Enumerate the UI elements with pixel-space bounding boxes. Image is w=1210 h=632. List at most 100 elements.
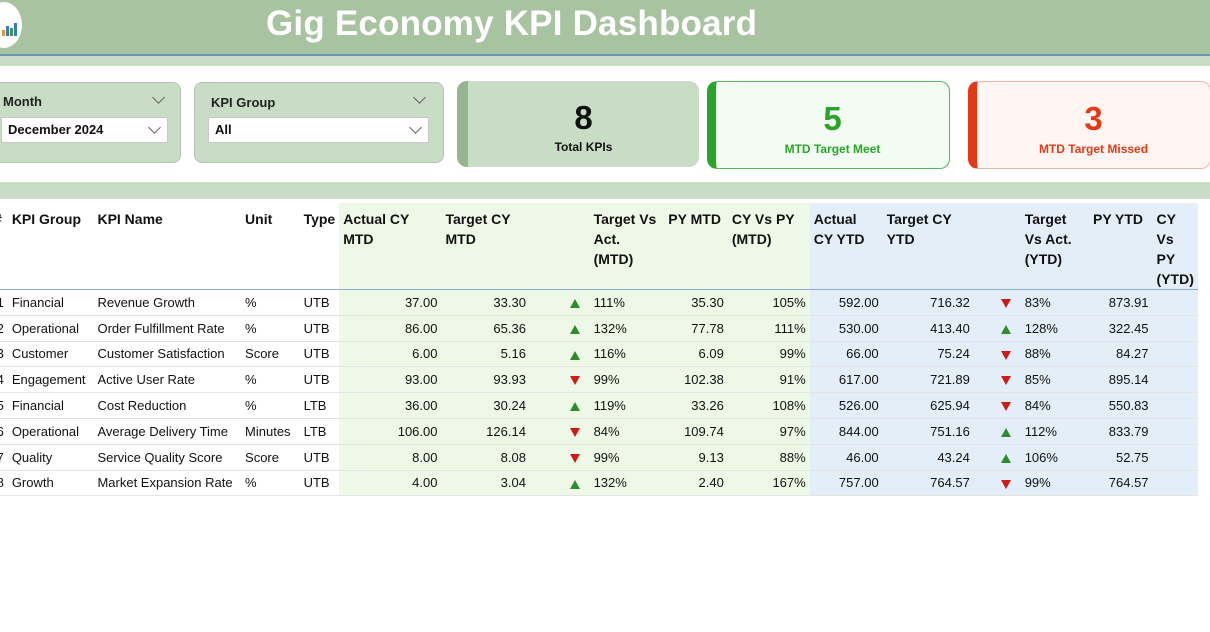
ytd-indicator (973, 418, 1021, 445)
cy-vs-py-ytd-cell (1152, 341, 1198, 368)
col-header-kpi-group[interactable]: KPI Group (7, 203, 94, 290)
arrow-up-icon (1000, 427, 1011, 437)
col-header-kpi-name[interactable]: KPI Name (93, 203, 242, 290)
mtd-target-meet-value: 5 (823, 100, 842, 137)
ytd-indicator (973, 289, 1021, 316)
col-header-actual-cy-ytd[interactable]: Actual CY YTD (809, 203, 883, 290)
target-cy-ytd-cell: 751.16 (882, 418, 974, 445)
arrow-down-icon (569, 427, 580, 437)
col-header-cy-vs-py-ytd[interactable]: CY Vs PY (YTD) (1152, 203, 1198, 290)
col-header-target-vs-act-mtd[interactable]: Target Vs Act. (MTD) (589, 203, 665, 290)
month-dropdown-value: December 2024 (8, 122, 104, 137)
mtd-indicator (529, 289, 590, 316)
mtd-target-meet-card: 5 MTD Target Meet (707, 81, 950, 169)
mtd-indicator (529, 392, 590, 419)
kpi-name-cell: Active User Rate (93, 366, 242, 394)
kpi-name-cell: Service Quality Score (93, 444, 242, 471)
table-row[interactable]: 7QualityService Quality ScoreScoreUTB8.0… (0, 444, 1198, 471)
kpi-group-cell: Operational (7, 315, 94, 342)
row-number: 6 (0, 418, 8, 445)
kpi-group-cell: Operational (7, 418, 94, 445)
arrow-up-icon (569, 298, 580, 308)
actual-cy-mtd-cell: 8.00 (339, 444, 442, 471)
target-vs-act-mtd-cell: 132% (589, 470, 665, 497)
py-mtd-cell: 33.26 (664, 392, 728, 419)
table-row[interactable]: 3CustomerCustomer SatisfactionScoreUTB6.… (0, 341, 1198, 368)
logo-icon (0, 2, 22, 48)
col-header-number[interactable]: # (0, 203, 8, 290)
table-row[interactable]: 4EngagementActive User Rate%UTB93.0093.9… (0, 366, 1198, 394)
arrow-down-icon (1000, 350, 1011, 360)
arrow-up-icon (1000, 453, 1011, 463)
cy-vs-py-mtd-cell: 91% (727, 366, 810, 394)
kpi-group-dropdown[interactable]: All (208, 117, 429, 143)
cy-vs-py-mtd-cell: 99% (727, 341, 810, 368)
total-kpis-value: 8 (574, 99, 593, 136)
cy-vs-py-mtd-cell: 108% (727, 392, 810, 419)
ytd-indicator (973, 315, 1021, 342)
unit-cell: Score (241, 341, 300, 368)
cy-vs-py-mtd-cell: 97% (727, 418, 810, 445)
kpi-name-cell: Market Expansion Rate (93, 470, 242, 497)
ytd-indicator (973, 366, 1021, 394)
col-header-unit[interactable]: Unit (241, 203, 300, 290)
actual-cy-ytd-cell: 66.00 (809, 341, 883, 368)
row-number: 1 (0, 289, 8, 316)
kpi-name-cell: Average Delivery Time (93, 418, 242, 445)
arrow-down-icon (1000, 376, 1011, 386)
py-mtd-cell: 9.13 (664, 444, 728, 471)
actual-cy-ytd-cell: 46.00 (809, 444, 883, 471)
col-header-cy-vs-py-mtd[interactable]: CY Vs PY (MTD) (727, 203, 810, 290)
target-vs-act-mtd-cell: 111% (589, 289, 665, 316)
section-divider (0, 182, 1210, 199)
cy-vs-py-mtd-cell: 105% (727, 289, 810, 316)
py-ytd-cell: 833.79 (1088, 418, 1153, 445)
col-header-py-ytd[interactable]: PY YTD (1088, 203, 1153, 290)
unit-cell: % (241, 392, 300, 419)
target-cy-mtd-cell: 65.36 (441, 315, 530, 342)
py-mtd-cell: 109.74 (664, 418, 728, 445)
actual-cy-mtd-cell: 93.00 (339, 366, 442, 394)
table-row[interactable]: 8GrowthMarket Expansion Rate%UTB4.003.04… (0, 470, 1198, 497)
py-ytd-cell: 322.45 (1088, 315, 1153, 342)
col-header-target-cy-mtd[interactable]: Target CY MTD (441, 203, 530, 290)
target-vs-act-ytd-cell: 99% (1020, 470, 1089, 497)
target-vs-act-ytd-cell: 85% (1020, 366, 1089, 394)
actual-cy-ytd-cell: 757.00 (809, 470, 883, 497)
unit-cell: Minutes (241, 418, 300, 445)
py-ytd-cell: 550.83 (1088, 392, 1153, 419)
target-cy-ytd-cell: 716.32 (882, 289, 974, 316)
unit-cell: Score (241, 444, 300, 471)
row-number: 2 (0, 315, 8, 342)
table-header-row: # KPI Group KPI Name Unit Type Actual CY… (0, 203, 1198, 290)
unit-cell: % (241, 470, 300, 497)
page-title: Gig Economy KPI Dashboard (266, 4, 758, 43)
collapse-chevron-icon[interactable] (413, 91, 426, 104)
month-dropdown[interactable]: December 2024 (1, 117, 168, 143)
col-header-target-cy-ytd[interactable]: Target CY YTD (882, 203, 974, 290)
col-header-actual-cy-mtd[interactable]: Actual CY MTD (339, 203, 442, 290)
target-cy-ytd-cell: 43.24 (882, 444, 974, 471)
cy-vs-py-mtd-cell: 111% (727, 315, 810, 342)
target-vs-act-mtd-cell: 119% (589, 392, 665, 419)
type-cell: LTB (299, 392, 340, 419)
unit-cell: % (241, 289, 300, 316)
row-number: 5 (0, 392, 8, 419)
py-mtd-cell: 102.38 (664, 366, 728, 394)
kpi-group-cell: Customer (7, 341, 94, 368)
col-header-py-mtd[interactable]: PY MTD (664, 203, 728, 290)
col-header-type[interactable]: Type (299, 203, 340, 290)
target-vs-act-mtd-cell: 132% (589, 315, 665, 342)
table-row[interactable]: 6OperationalAverage Delivery TimeMinutes… (0, 418, 1198, 445)
arrow-up-icon (569, 402, 580, 412)
kpi-group-slicer: KPI Group All (194, 82, 444, 163)
col-header-target-vs-act-ytd[interactable]: Target Vs Act. (YTD) (1020, 203, 1089, 290)
table-row[interactable]: 2OperationalOrder Fulfillment Rate%UTB86… (0, 315, 1198, 342)
arrow-up-icon (1000, 324, 1011, 334)
arrow-down-icon (1000, 298, 1011, 308)
collapse-chevron-icon[interactable] (152, 91, 165, 104)
mtd-indicator (529, 315, 590, 342)
type-cell: UTB (299, 341, 340, 368)
